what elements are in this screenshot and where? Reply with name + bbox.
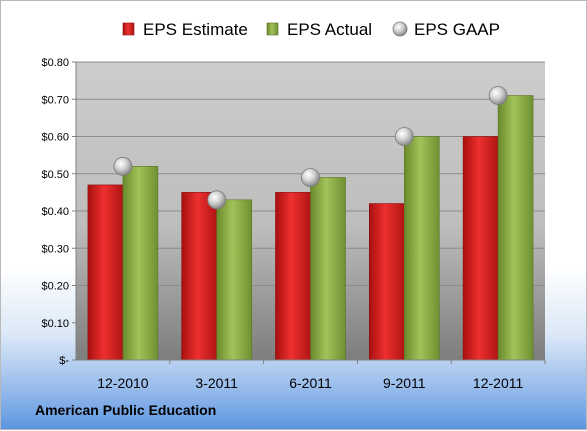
legend-swatch [392,21,408,37]
marker-eps-gaap [301,168,320,187]
x-tick-label: 3-2011 [195,375,238,391]
y-tick-label: $0.70 [41,94,69,106]
legend-swatch [122,22,135,36]
bar-eps-actual [403,136,440,361]
bar-eps-actual [310,177,346,361]
x-tick-label: 6-2011 [289,375,332,391]
legend-label: EPS Estimate [143,20,248,39]
marker-eps-gaap [113,156,133,176]
bar-eps-estimate [462,136,499,361]
y-tick-label: $0.80 [41,57,69,69]
y-tick-label: $0.60 [41,132,69,144]
company-name: American Public Education [35,402,217,418]
bar-eps-actual [216,199,252,361]
y-tick-label: $0.50 [41,169,69,181]
legend-label: EPS Actual [287,20,372,39]
y-axis: $- $0.10 $0.20 $0.30 $0.40 $0.50 $0.60 $0.70 $0.… [41,57,77,367]
marker-eps-gaap [207,190,227,210]
x-tick-label: 12-2010 [97,375,149,391]
y-tick-label: $0.20 [41,281,69,293]
marker-eps-gaap [488,86,508,105]
x-axis: 12-2010 3-2011 6-2011 9-2011 12-2011 [76,359,546,391]
y-tick-label: $- [59,355,69,367]
y-tick-label: $0.30 [41,243,69,255]
marker-eps-gaap [394,127,414,146]
legend-swatch [266,22,279,36]
legend-item-eps-estimate: EPS Estimate [122,20,248,39]
x-tick-label: 12-2011 [473,375,524,391]
bar-eps-estimate [368,203,405,361]
bar-eps-estimate [275,192,311,361]
bar-eps-actual [497,95,534,361]
legend-label: EPS GAAP [414,20,500,39]
y-tick-label: $0.40 [41,206,69,218]
bar-eps-estimate [87,184,124,361]
legend-item-eps-gaap: EPS GAAP [392,20,500,39]
bar-eps-estimate [181,192,217,361]
legend: EPS Estimate EPS Actual EPS GAAP [122,20,500,39]
legend-item-eps-actual: EPS Actual [266,20,372,39]
gaap-markers [113,86,508,210]
y-tick-label: $0.10 [41,318,69,330]
bars [87,95,534,361]
bar-eps-actual [122,166,159,361]
x-tick-label: 9-2011 [383,375,426,391]
